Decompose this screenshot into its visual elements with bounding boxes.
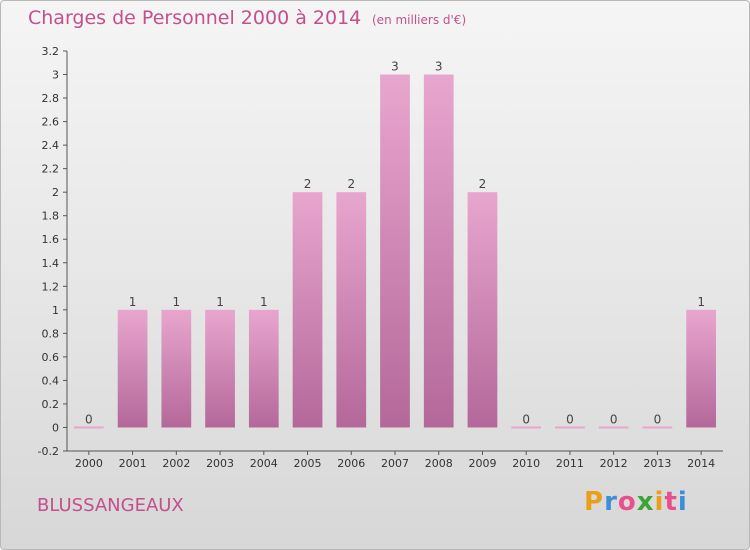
x-tick-label: 2000 <box>75 457 103 470</box>
bar-2006 <box>336 192 367 428</box>
data-label-2002: 1 <box>173 295 181 309</box>
data-label-2005: 2 <box>304 177 312 191</box>
y-tick-label: 2 <box>52 186 59 199</box>
y-tick-label: 1.2 <box>42 280 60 293</box>
data-label-2012: 0 <box>610 412 618 426</box>
y-tick-label: 0.2 <box>42 398 60 411</box>
y-tick-label: 0.8 <box>42 327 60 340</box>
bar-2005 <box>292 192 323 428</box>
y-tick-label: 2.2 <box>42 163 60 176</box>
x-tick-label: 2005 <box>294 457 322 470</box>
bar-2004 <box>248 309 279 428</box>
x-tick-label: 2001 <box>119 457 147 470</box>
chart-unit: (en milliers d'€) <box>372 13 467 27</box>
bar-2008 <box>423 74 454 428</box>
commune-name: BLUSSANGEAUX <box>37 495 184 516</box>
logo-letter: i <box>654 487 665 517</box>
logo-letter: i <box>677 487 688 517</box>
axes: -0.2 0 0.2 0.4 0.6 0.8 1 1.2 1.4 1.6 1.8 2 2.2 2.4 2.6… <box>38 45 723 470</box>
logo-letter: t <box>664 487 678 517</box>
data-label-2006: 2 <box>347 177 355 191</box>
x-tick-label: 2008 <box>425 457 453 470</box>
y-tick-label: 1.4 <box>42 257 60 270</box>
y-tick-label: 1 <box>52 304 59 317</box>
chart-title: Charges de Personnel 2000 à 2014 <box>28 7 362 29</box>
bar-2014 <box>686 309 717 428</box>
x-tick-label: 2011 <box>556 457 584 470</box>
data-label-2003: 1 <box>216 295 224 309</box>
x-tick-label: 2006 <box>337 457 365 470</box>
y-tick-label: 3.2 <box>42 45 60 58</box>
logo-letter: x <box>636 487 655 517</box>
bar-2011 <box>555 426 585 429</box>
bar-2003 <box>205 309 235 428</box>
y-tick-label: 2.8 <box>42 92 60 105</box>
bar-2007 <box>380 74 410 428</box>
data-label-2004: 1 <box>260 295 268 309</box>
bar-2009 <box>467 192 498 428</box>
data-label-2001: 1 <box>129 295 137 309</box>
data-label-2009: 2 <box>479 177 487 191</box>
x-tick-label: 2003 <box>206 457 234 470</box>
x-tick-label: 2010 <box>512 457 540 470</box>
bar-2001 <box>117 309 148 428</box>
data-label-2008: 3 <box>435 60 443 74</box>
bars: 0 1 1 1 1 2 2 3 3 2 0 0 0 0 1 <box>73 60 717 429</box>
bar-2013 <box>642 426 673 429</box>
y-tick-label: 0 <box>52 421 59 434</box>
data-label-2014: 1 <box>697 295 705 309</box>
logo-letter: o <box>617 487 637 517</box>
proxiti-logo: Proxiti <box>584 487 688 517</box>
y-tick-label: 0.6 <box>42 351 60 364</box>
y-tick-label: 3 <box>52 69 59 82</box>
bar-2012 <box>598 426 629 429</box>
logo-letter: P <box>584 487 605 517</box>
bar-2002 <box>161 309 192 428</box>
data-label-2000: 0 <box>85 412 93 426</box>
x-tick-label: 2014 <box>687 457 715 470</box>
data-label-2010: 0 <box>522 412 530 426</box>
y-tick-label: 1.8 <box>42 210 60 223</box>
y-tick-label: 2.6 <box>42 116 60 129</box>
y-tick-label: -0.2 <box>38 445 59 458</box>
x-tick-label: 2013 <box>643 457 671 470</box>
bar-2010 <box>511 426 542 429</box>
y-tick-label: 0.4 <box>42 374 60 387</box>
x-tick-label: 2009 <box>468 457 496 470</box>
data-label-2011: 0 <box>566 412 574 426</box>
y-tick-label: 2.4 <box>42 139 60 152</box>
x-tick-label: 2002 <box>162 457 190 470</box>
data-label-2007: 3 <box>391 60 399 74</box>
x-tick-label: 2012 <box>600 457 628 470</box>
bar-2000 <box>73 426 104 429</box>
x-tick-label: 2004 <box>250 457 278 470</box>
data-label-2013: 0 <box>654 412 662 426</box>
y-tick-label: 1.6 <box>42 233 60 246</box>
x-tick-label: 2007 <box>381 457 409 470</box>
logo-letter: r <box>604 487 618 517</box>
